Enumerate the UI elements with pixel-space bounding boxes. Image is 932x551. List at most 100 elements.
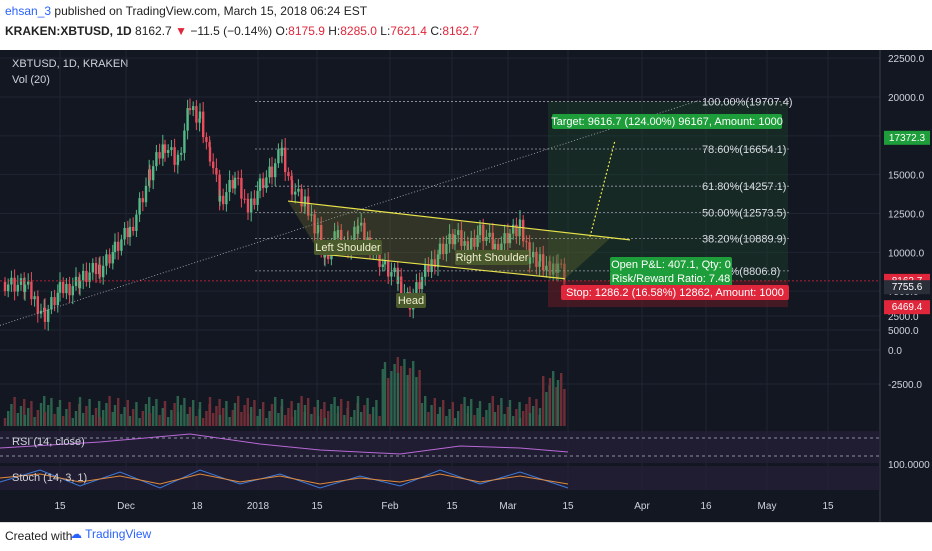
x-tick-label: May xyxy=(758,501,777,512)
volume-bar xyxy=(215,406,218,426)
candle-body xyxy=(353,226,356,241)
volume-bar xyxy=(152,406,155,426)
candle-body xyxy=(7,284,10,292)
volume-bar xyxy=(74,411,78,426)
candle-body xyxy=(208,147,212,162)
candle-body xyxy=(290,180,294,195)
volume-bar xyxy=(463,397,466,426)
candle-body xyxy=(158,152,161,159)
candle-body xyxy=(552,263,555,275)
volume-bar xyxy=(297,403,300,426)
volume-bar xyxy=(470,399,473,426)
trend-line xyxy=(0,99,701,326)
candle-body xyxy=(378,248,381,267)
candle-body xyxy=(13,277,16,292)
volume-bar xyxy=(363,405,366,426)
candle-body xyxy=(135,214,138,231)
author-link[interactable]: ehsan_3 xyxy=(5,4,52,18)
tradingview-logo-icon[interactable]: ☁ TradingView xyxy=(70,527,152,541)
volume-bar xyxy=(313,407,316,426)
volume-bar xyxy=(253,400,256,426)
candle-body xyxy=(253,198,256,205)
left-shoulder-label: Left Shoulder xyxy=(315,242,381,254)
volume-bar xyxy=(120,414,123,426)
candle-body xyxy=(470,237,473,250)
volume-bar xyxy=(180,405,183,426)
candle-body xyxy=(152,166,155,181)
left-shoulder-label-bg xyxy=(314,240,382,255)
candle-body xyxy=(508,233,512,244)
candle-body xyxy=(448,233,451,244)
volume-bar xyxy=(473,415,476,426)
candle-body xyxy=(218,174,221,202)
candle-body xyxy=(231,180,234,189)
right-shoulder-label-bg xyxy=(455,250,529,265)
volume-bar xyxy=(300,396,303,426)
candle-body xyxy=(94,263,98,275)
candle-body xyxy=(485,236,488,242)
volume-bar xyxy=(233,403,237,426)
low-label: L: xyxy=(380,24,391,38)
footer: Created with ☁ TradingView xyxy=(0,522,932,551)
candle-body xyxy=(433,259,436,268)
volume-bar xyxy=(522,411,525,426)
volume-bar xyxy=(420,403,424,426)
volume-bar xyxy=(460,404,463,426)
candle-body xyxy=(535,251,538,267)
candle-body xyxy=(47,309,50,322)
volume-bar xyxy=(528,413,532,426)
volume-bar xyxy=(212,413,215,426)
candle-body xyxy=(420,276,424,289)
volume-bar xyxy=(436,414,440,426)
candle-body xyxy=(3,281,7,292)
candle-body xyxy=(415,282,418,296)
candle-body xyxy=(451,233,454,245)
volume-bar xyxy=(545,392,548,426)
volume-bar xyxy=(65,409,68,426)
volume-bar xyxy=(23,399,26,426)
candle-body xyxy=(307,196,310,216)
candle-body xyxy=(493,243,497,250)
volume-bar xyxy=(167,417,170,426)
risk-reward-label-bg xyxy=(610,271,732,286)
y-tick-label: 20000.0 xyxy=(888,93,925,104)
volume-bar xyxy=(111,412,114,426)
candle-body xyxy=(240,177,243,199)
candle-body xyxy=(50,297,53,310)
candle-body xyxy=(515,224,518,237)
volume-bar xyxy=(323,418,327,426)
chart-area[interactable]: XBTUSD, 1D, KRAKEN Vol (20) 22500.0 20000… xyxy=(0,50,932,522)
price-badge-label: 7755.6 xyxy=(892,282,923,293)
volume-bar xyxy=(94,408,98,426)
volume-bar xyxy=(360,412,363,426)
candle-body xyxy=(270,166,274,178)
candle-body xyxy=(186,108,189,131)
candle-body xyxy=(360,222,363,226)
volume-bar xyxy=(375,400,378,426)
volume-bar xyxy=(294,410,297,426)
x-tick-label: Mar xyxy=(499,501,517,512)
candle-body xyxy=(500,243,503,255)
volume-bar xyxy=(183,398,186,426)
last-price: 8162.7 xyxy=(135,24,172,38)
volume-bar xyxy=(198,402,202,426)
volume-bar xyxy=(218,415,222,426)
volume-bar xyxy=(412,361,415,426)
volume-bar xyxy=(424,396,427,426)
volume-bar xyxy=(542,376,545,426)
open-pnl-label-bg xyxy=(610,257,732,272)
volume-bar xyxy=(320,409,323,426)
volume-bar xyxy=(518,418,522,426)
open-pnl-label: Open P&L: 407.1, Qty: 0 xyxy=(611,259,731,271)
volume-bar xyxy=(30,401,33,426)
candle-body xyxy=(98,264,102,278)
candle-body xyxy=(555,263,558,273)
volume-bar xyxy=(336,406,340,426)
volume-bar xyxy=(56,407,59,426)
volume-bar xyxy=(243,405,246,426)
price-chart-svg[interactable]: 22500.020000.017500.015000.012500.010000… xyxy=(0,50,932,522)
candle-body xyxy=(436,254,440,268)
candle-body xyxy=(71,286,74,296)
fib-level-label: 78.60%(16654.1) xyxy=(702,144,786,156)
candle-body xyxy=(170,147,173,151)
